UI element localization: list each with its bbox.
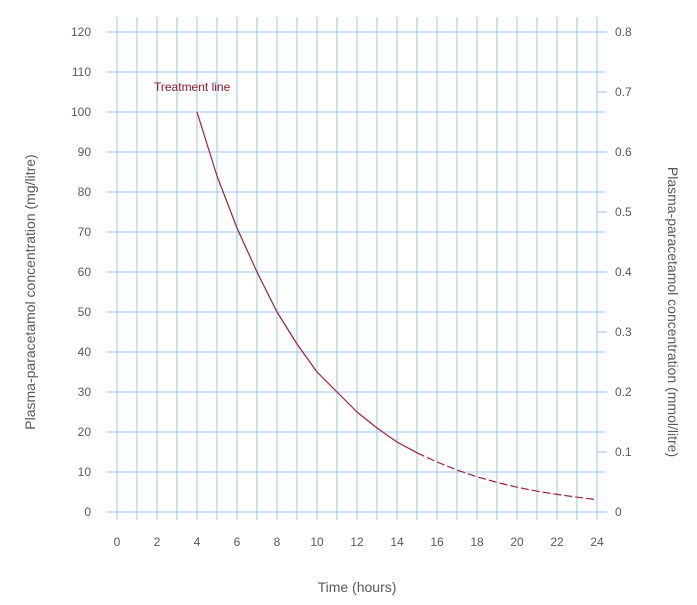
y-tick-label-left: 40 [78, 345, 92, 359]
y-tick-label-left: 20 [78, 425, 92, 439]
y-tick-label-left: 50 [78, 305, 92, 319]
x-tick-label: 0 [114, 535, 121, 549]
y-tick-labels-right: 0 0.1 0.2 0.3 0.4 0.5 0.6 0.7 0.8 [615, 25, 632, 519]
series-label-treatment-line: Treatment line [154, 80, 231, 94]
x-tick-label: 2 [154, 535, 161, 549]
y-tick-label-left: 60 [78, 265, 92, 279]
x-tick-label: 20 [510, 535, 524, 549]
y-tick-label-left: 30 [78, 385, 92, 399]
y-tick-label-right: 0.3 [615, 325, 632, 339]
series-group [196, 111, 598, 501]
x-tick-label: 18 [470, 535, 484, 549]
y-tick-label-left: 10 [78, 465, 92, 479]
x-tick-label: 12 [350, 535, 364, 549]
x-tick-label: 24 [590, 535, 604, 549]
treatment-line-solid [196, 111, 418, 454]
y-tick-label-right: 0.5 [615, 205, 632, 219]
x-axis-label: Time (hours) [318, 579, 397, 595]
y-tick-label-left: 110 [72, 65, 91, 79]
y-tick-label-left: 70 [78, 225, 92, 239]
x-tick-label: 6 [234, 535, 241, 549]
y-tick-label-right: 0.6 [615, 145, 632, 159]
y-axis-label-right: Plasma-paracetamol concentration (mmol/l… [665, 167, 681, 457]
x-tick-label: 4 [194, 535, 201, 549]
y-tick-label-left: 80 [78, 185, 92, 199]
y-tick-label-right: 0.7 [615, 85, 632, 99]
y-tick-label-right: 0.1 [615, 445, 632, 459]
y-tick-label-right: 0 [615, 505, 622, 519]
x-tick-label: 8 [274, 535, 281, 549]
y-axis-label-left: Plasma-paracetamol concentration (mg/lit… [22, 154, 38, 429]
y-tick-label-left: 0 [84, 505, 91, 519]
x-tick-label: 10 [310, 535, 324, 549]
y-tick-label-left: 120 [71, 25, 91, 39]
y-tick-label-right: 0.8 [615, 25, 632, 39]
y-tick-label-left: 90 [78, 145, 92, 159]
x-tick-labels: 0 2 4 6 8 10 12 14 16 18 20 22 24 [114, 535, 604, 549]
axes [597, 31, 607, 513]
grid-lines [107, 17, 605, 520]
y-tick-label-right: 0.4 [615, 265, 632, 279]
y-tick-labels-left: 0 10 20 30 40 50 60 70 80 90 100 110 120 [71, 25, 91, 519]
x-tick-label: 14 [390, 535, 404, 549]
y-tick-label-right: 0.2 [615, 385, 632, 399]
y-tick-label-left: 100 [71, 105, 91, 119]
x-tick-label: 22 [550, 535, 564, 549]
treatment-line-dashed [416, 452, 598, 501]
x-tick-label: 16 [430, 535, 444, 549]
